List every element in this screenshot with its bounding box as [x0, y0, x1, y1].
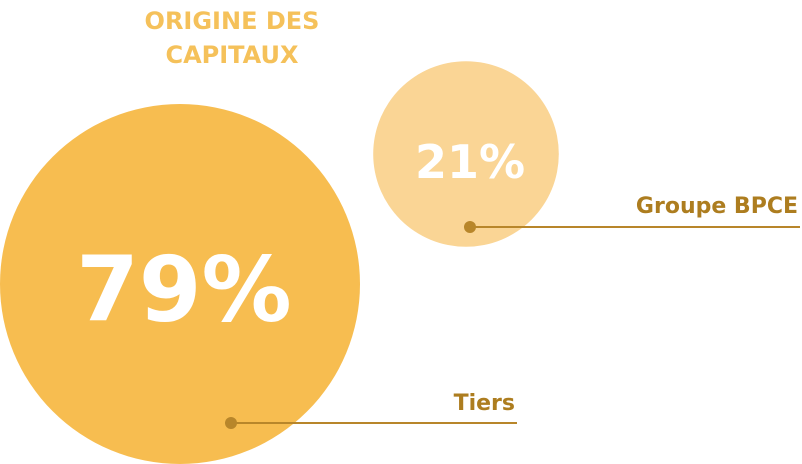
category-label: Groupe BPCE [636, 194, 798, 219]
value-label: 21% [415, 135, 525, 189]
leader-dot [225, 417, 237, 429]
bubble [373, 61, 559, 247]
leader-dot [464, 221, 476, 233]
value-label: 79% [76, 238, 291, 343]
category-label: Tiers [454, 391, 515, 416]
chart-title: ORIGINE DES CAPITAUX [144, 7, 320, 69]
bubble [0, 104, 360, 464]
